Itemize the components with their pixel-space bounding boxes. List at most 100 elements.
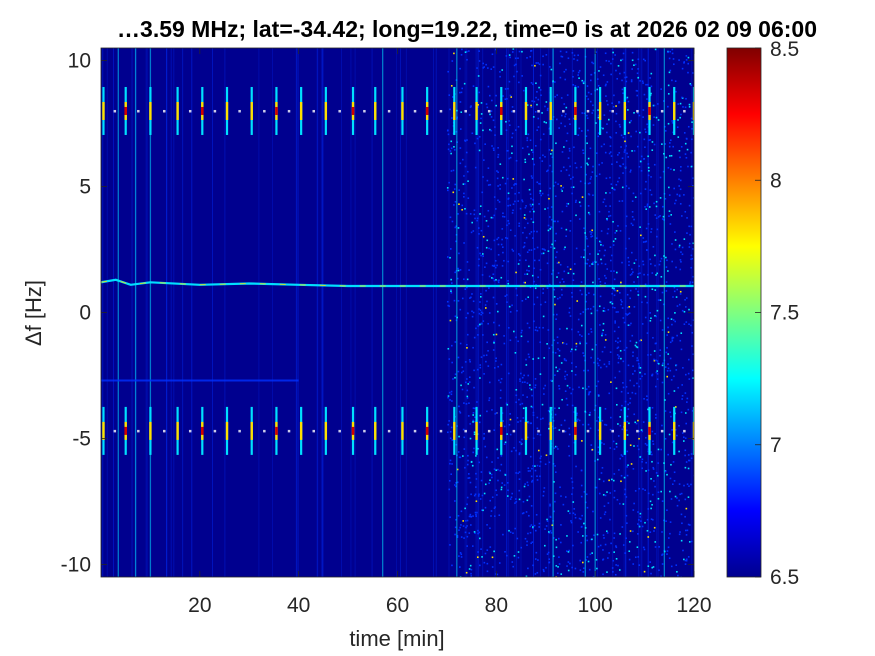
noise-speck (654, 214, 657, 216)
noise-speck (605, 95, 607, 97)
noise-speck (635, 341, 638, 344)
noise-speck (612, 240, 615, 243)
noise-speck (498, 514, 501, 517)
noise-speck (684, 106, 687, 109)
noise-speck (534, 378, 537, 380)
noise-speck (587, 129, 589, 132)
noise-speck (530, 175, 533, 177)
noise-speck (690, 453, 693, 455)
noise-speck (501, 482, 504, 484)
noise-speck (627, 132, 630, 134)
pulse-dot (287, 109, 291, 113)
noise-speck (647, 126, 650, 128)
noise-speck (525, 236, 528, 239)
noise-speck (539, 341, 542, 344)
noise-speck (659, 215, 661, 217)
noise-speck (582, 81, 585, 83)
noise-speck (477, 106, 479, 108)
noise-speck (621, 200, 624, 202)
noise-speck (597, 393, 600, 396)
noise-speck (539, 190, 542, 192)
noise-speck (491, 99, 493, 102)
noise-speck (583, 112, 586, 115)
noise-speck (636, 445, 639, 447)
noise-speck (676, 434, 678, 437)
noise-speck (496, 573, 499, 576)
noise-speck (557, 448, 559, 450)
noise-speck (605, 192, 607, 194)
noise-speck (515, 501, 518, 503)
noise-speck (669, 532, 671, 535)
noise-speck (530, 542, 532, 545)
noise-speck (679, 179, 682, 182)
noise-speck (554, 220, 556, 223)
noise-speck (627, 256, 630, 259)
noise-speck (503, 335, 505, 337)
noise-speck (680, 166, 682, 168)
noise-speck (463, 242, 465, 244)
noise-speck (590, 312, 593, 315)
noise-speck (607, 308, 610, 311)
noise-speck (469, 423, 472, 425)
noise-speck (585, 559, 588, 561)
noise-speck (571, 328, 573, 331)
noise-speck (646, 529, 649, 532)
noise-speck (650, 507, 652, 510)
noise-speck (597, 357, 599, 360)
noise-speck (463, 196, 465, 198)
noise-speck (446, 187, 449, 189)
noise-speck (473, 531, 476, 533)
noise-speck (592, 194, 594, 197)
noise-speck (449, 544, 451, 546)
noise-speck (679, 290, 682, 293)
noise-speck (608, 392, 611, 395)
noise-speck (613, 188, 616, 191)
noise-speck (498, 201, 501, 203)
noise-speck (633, 111, 635, 114)
noise-speck (551, 243, 554, 246)
noise-speck (652, 493, 654, 496)
noise-speck (647, 273, 649, 276)
noise-speck (685, 97, 687, 100)
noise-speck (654, 546, 657, 548)
noise-speck (587, 205, 590, 207)
noise-speck (466, 519, 469, 522)
noise-speck (491, 461, 493, 463)
noise-speck (632, 509, 635, 511)
noise-speck (599, 295, 602, 298)
noise-speck (644, 373, 646, 375)
noise-speck (477, 551, 479, 553)
noise-speck (468, 473, 470, 475)
noise-speck (655, 472, 658, 474)
noise-speck (618, 469, 620, 471)
noise-speck (558, 328, 561, 330)
noise-speck (689, 83, 692, 85)
noise-speck (514, 129, 517, 131)
noise-speck (482, 235, 485, 238)
noise-speck (573, 411, 576, 413)
noise-speck (528, 514, 530, 517)
noise-speck (565, 397, 568, 400)
noise-speck (568, 427, 571, 430)
noise-speck (609, 151, 612, 153)
noise-speck (613, 270, 615, 272)
noise-speck (683, 440, 685, 442)
noise-speck (483, 354, 485, 357)
noise-speck (628, 312, 631, 315)
noise-speck (514, 351, 517, 354)
noise-speck (565, 51, 568, 53)
noise-speck (520, 372, 522, 375)
pulse-dot (537, 429, 540, 433)
noise-speck (536, 103, 538, 106)
noise-speck (674, 202, 676, 205)
noise-speck (629, 289, 632, 292)
noise-speck (613, 287, 615, 290)
noise-speck (539, 89, 542, 91)
noise-speck (687, 467, 690, 470)
noise-speck (460, 510, 463, 513)
noise-speck (494, 266, 497, 269)
noise-speck (607, 228, 610, 230)
noise-speck (498, 379, 500, 382)
noise-speck (629, 171, 632, 173)
